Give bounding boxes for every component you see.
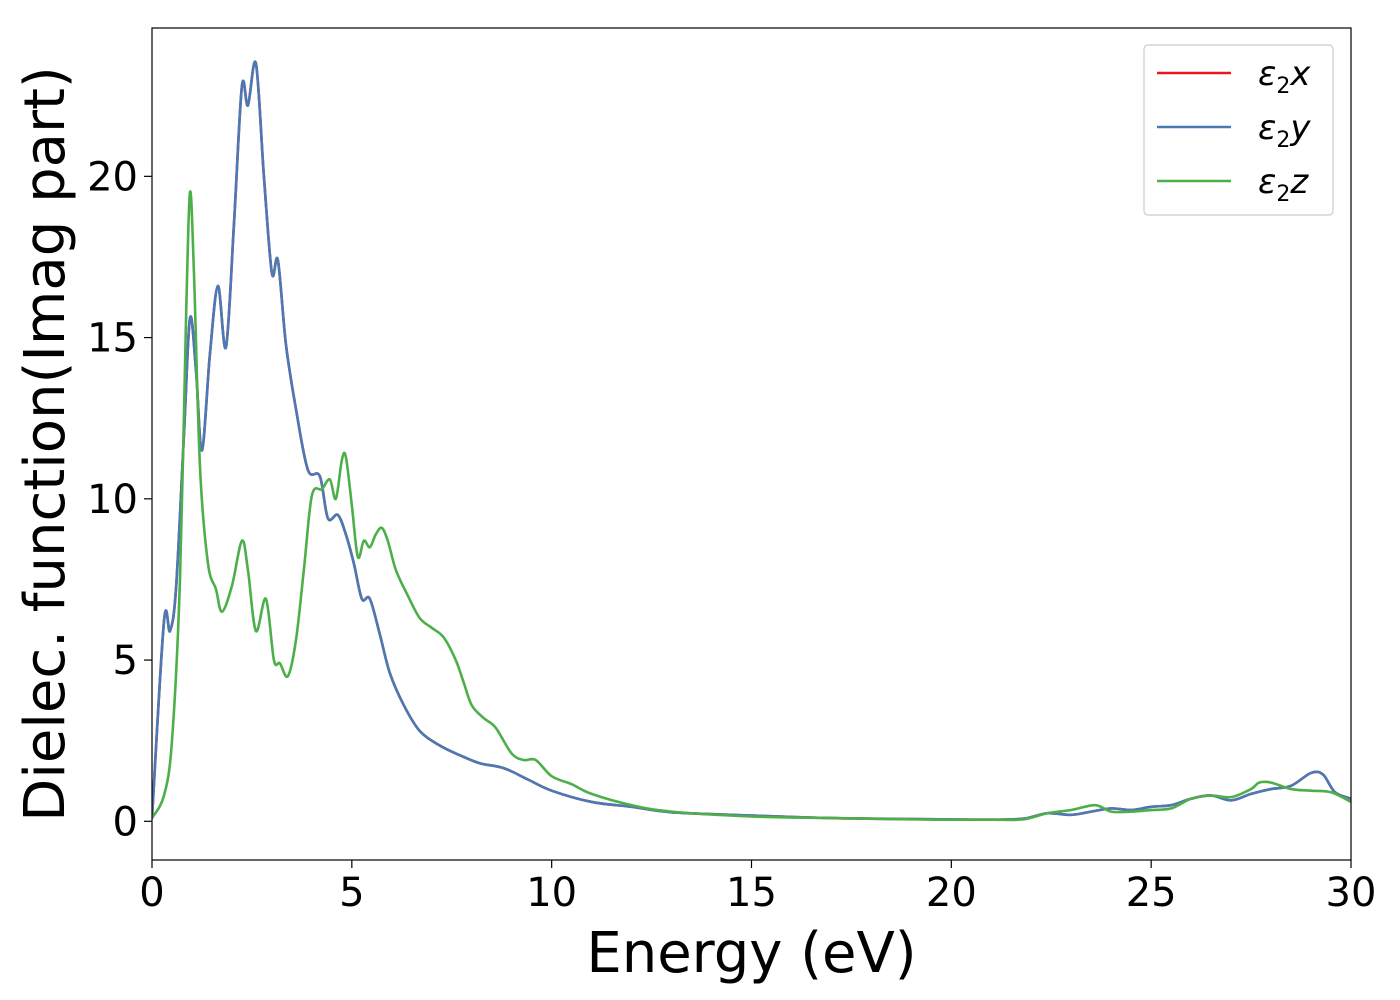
legend-label-0: ε2x <box>1258 54 1311 99</box>
legend: ε2x ε2y ε2z <box>1143 44 1334 216</box>
x-tick-label: 15 <box>726 870 777 916</box>
y-tick-label: 20 <box>87 154 138 200</box>
legend-label-2: ε2z <box>1258 162 1309 207</box>
y-tick-label: 15 <box>87 316 138 362</box>
legend-label-1: ε2y <box>1258 108 1311 153</box>
legend-box <box>1143 44 1334 216</box>
series-line-2 <box>152 190 1351 822</box>
series-lines <box>152 60 1351 822</box>
x-tick-label: 30 <box>1326 870 1377 916</box>
y-axis-ticks: 0 5 10 15 20 <box>87 154 152 845</box>
x-axis-label: Energy (eV) <box>586 921 916 986</box>
x-tick-label: 5 <box>339 870 364 916</box>
series-line-1 <box>152 60 1351 822</box>
y-tick-label: 10 <box>87 477 138 523</box>
x-axis-ticks: 0 5 10 15 20 25 30 <box>139 860 1376 916</box>
x-tick-label: 20 <box>926 870 977 916</box>
x-tick-label: 0 <box>139 870 164 916</box>
legend-items: ε2x ε2y ε2z <box>1157 54 1311 207</box>
y-tick-label: 5 <box>113 638 138 684</box>
x-tick-label: 10 <box>526 870 577 916</box>
y-tick-label: 0 <box>113 799 138 845</box>
x-tick-label: 25 <box>1126 870 1177 916</box>
y-axis-label: Dielec. function(Imag part) <box>13 66 78 822</box>
